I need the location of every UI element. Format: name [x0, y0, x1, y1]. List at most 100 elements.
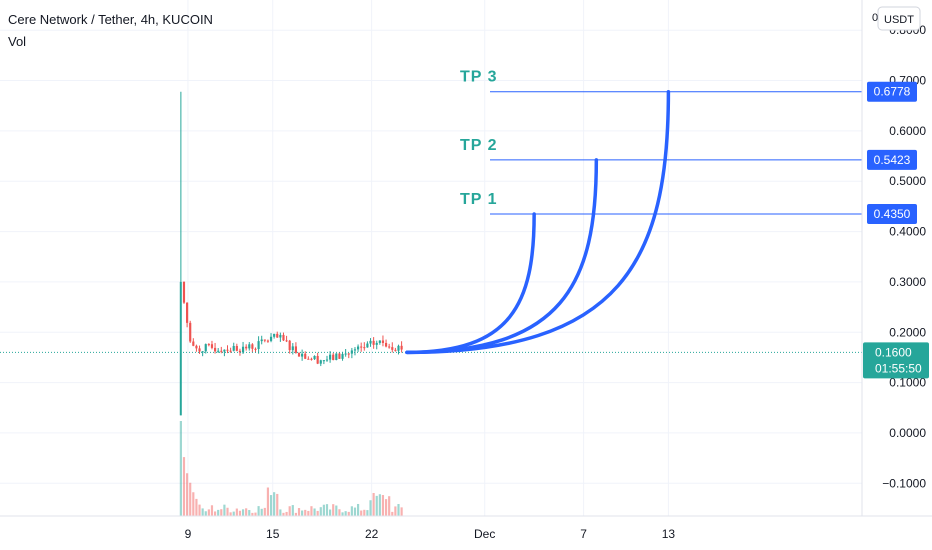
tp-labels: TP 3 TP 2 TP 1 — [460, 69, 498, 208]
tp-price-tag-box — [867, 203, 917, 224]
candle-body — [341, 354, 344, 359]
candle — [260, 335, 263, 345]
candle-body — [198, 348, 201, 352]
candle-body — [366, 343, 369, 348]
volume-bar — [325, 504, 329, 516]
volume-bar — [266, 487, 270, 516]
unit-button-frame[interactable] — [877, 6, 921, 31]
candle-body — [213, 347, 217, 352]
volume-bar — [366, 510, 369, 516]
candle-body — [226, 349, 229, 351]
candle — [186, 302, 189, 328]
volume-bars — [179, 421, 403, 516]
candle — [372, 337, 375, 349]
y-tick-label: 0.3000 — [889, 275, 926, 289]
volume-bar — [394, 506, 397, 516]
current-price-tag-box — [863, 342, 929, 379]
candle-body — [192, 341, 195, 346]
candle-body — [372, 340, 375, 345]
volume-bar — [391, 511, 394, 516]
candle — [329, 351, 332, 363]
candle-body — [279, 334, 282, 338]
candle — [363, 342, 366, 351]
volume-bar — [217, 509, 220, 516]
candle — [182, 281, 186, 304]
volume-bar — [235, 508, 238, 516]
x-axis[interactable]: 9 15 22 Dec 7 13 — [185, 527, 676, 541]
volume-bar — [241, 509, 245, 516]
candle — [350, 347, 353, 359]
y-tick-label: 0.4000 — [889, 225, 926, 239]
y-tick-label: 0.1000 — [889, 376, 926, 390]
candle-body — [266, 340, 270, 342]
candle — [316, 352, 319, 365]
unit-button-label[interactable]: USDT — [884, 14, 914, 26]
candles — [179, 91, 403, 416]
candle — [325, 355, 329, 362]
volume-bar — [273, 492, 276, 516]
tp-level-lines[interactable] — [490, 91, 862, 215]
volume-bar — [213, 511, 217, 516]
candle — [276, 331, 279, 338]
candle — [210, 340, 214, 350]
volume-bar — [353, 507, 357, 516]
volume-bar — [248, 510, 251, 516]
candle — [319, 359, 322, 367]
volume-bar — [319, 507, 322, 516]
candle — [263, 339, 266, 343]
volume-bar — [316, 510, 319, 516]
unit-button[interactable]: USDT — [877, 6, 921, 31]
candle — [360, 342, 363, 352]
volume-bar — [192, 492, 195, 516]
candle-body — [179, 281, 182, 416]
candle — [378, 340, 381, 345]
volume-bar — [223, 504, 226, 516]
y-tick-label: 0.2000 — [889, 325, 926, 339]
candle — [341, 351, 344, 361]
candle-body — [363, 347, 366, 349]
candle — [384, 339, 388, 348]
candle-body — [294, 346, 297, 353]
projection-curve[interactable] — [405, 89, 671, 355]
current-price-tag: 0.1600 01:55:50 — [863, 342, 929, 379]
projection-curve[interactable] — [405, 158, 599, 355]
volume-bar — [269, 495, 273, 516]
volume-bar — [257, 506, 260, 516]
candle — [269, 333, 273, 343]
volume-bar — [388, 496, 391, 516]
volume-bar — [378, 494, 381, 516]
candle-body — [223, 349, 226, 352]
candle-body — [217, 350, 220, 352]
projection-curves[interactable] — [405, 89, 671, 355]
candle — [369, 338, 372, 347]
candle-body — [388, 346, 391, 348]
volume-bar — [397, 504, 400, 516]
tp-price-tag-text: 0.6778 — [874, 85, 911, 99]
volume-bar — [207, 509, 210, 516]
volume-bar — [322, 504, 325, 516]
volume-bar — [288, 506, 291, 516]
volume-bar — [363, 509, 366, 516]
candle-body — [204, 344, 207, 352]
candle — [217, 348, 220, 354]
candle-body — [269, 336, 273, 341]
candle — [257, 336, 260, 354]
candle — [248, 342, 251, 351]
volume-bar — [179, 421, 182, 516]
candle — [332, 352, 335, 361]
tp-label: TP 2 — [460, 137, 498, 154]
candle — [195, 344, 198, 352]
volume-bar — [189, 482, 192, 516]
price-scale-clipped-label: 0 — [872, 12, 878, 24]
candle — [192, 338, 195, 347]
candle-body — [263, 339, 266, 341]
volume-bar — [329, 509, 332, 516]
candle-body — [257, 341, 260, 350]
volume-bar — [400, 507, 403, 516]
candle — [179, 91, 182, 416]
volume-bar — [360, 510, 363, 516]
projection-curve[interactable] — [405, 212, 536, 355]
tp-price-tag-text: 0.5423 — [874, 153, 911, 167]
volume-bar — [285, 511, 288, 516]
